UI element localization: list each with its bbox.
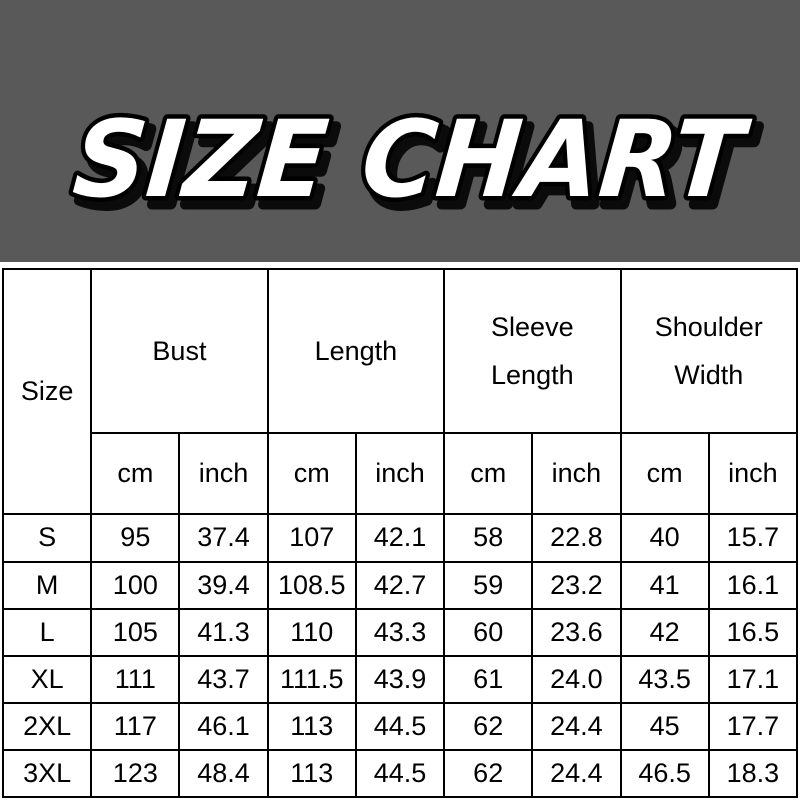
value-cell: 15.7 [707,513,799,563]
value-cell: 113 [266,748,357,799]
value-cell: 58 [443,513,534,563]
size-cell: 3XL [1,748,93,799]
value-cell: 24.4 [531,701,622,751]
size-cell: XL [1,654,93,704]
table-row: 2XL 117 46.1 113 44.5 62 24.4 45 17.7 [1,701,799,751]
sleeve-length-label-line1: Sleeve [491,311,574,342]
value-cell: 24.4 [531,748,622,799]
table-row: M 100 39.4 108.5 42.7 59 23.2 41 16.1 [1,560,799,610]
value-cell: 46.5 [619,748,710,799]
value-cell: 16.5 [707,607,799,657]
value-cell: 39.4 [178,560,269,610]
unit-cell: cm [90,432,181,516]
value-cell: 95 [90,513,181,563]
table-body: S 95 37.4 107 42.1 58 22.8 40 15.7 M 100 39.4 108.5 4… [1,513,799,799]
bust-label: Bust [152,335,207,366]
size-cell: L [1,607,93,657]
value-cell: 42.7 [354,560,446,610]
value-cell: 59 [443,560,534,610]
unit-cell: cm [619,432,710,516]
value-cell: 42 [619,607,710,657]
size-column-header: Size [1,267,93,516]
value-cell: 23.6 [531,607,622,657]
value-cell: 43.9 [354,654,446,704]
value-cell: 123 [90,748,181,799]
group-header-row: Size Bust Length Sleeve Le [1,267,799,516]
value-cell: 24.0 [531,654,622,704]
value-cell: 108.5 [266,560,357,610]
value-cell: 62 [443,748,534,799]
table-row: S 95 37.4 107 42.1 58 22.8 40 15.7 [1,513,799,563]
units-row: cm inch cm inch cm inch cm inch [3,432,799,516]
value-cell: 46.1 [178,701,269,751]
shoulder-width-label-line2: Width [674,359,744,390]
value-cell: 110 [266,607,357,657]
page-title: SIZE CHART [69,98,755,222]
table-row: XL 111 43.7 111.5 43.9 61 24.0 43.5 17.1 [1,654,799,704]
value-cell: 42.1 [354,513,446,563]
value-cell: 41.3 [178,607,269,657]
shoulder-width-column-header: Shoulder Width [619,267,799,435]
unit-cell: inch [531,432,622,516]
value-cell: 40 [619,513,710,563]
value-cell: 44.5 [354,748,446,799]
value-cell: 107 [266,513,357,563]
sleeve-length-column-header: Sleeve Length [443,267,622,435]
value-cell: 111 [90,654,181,704]
value-cell: 41 [619,560,710,610]
value-cell: 113 [266,701,357,751]
value-cell: 100 [90,560,181,610]
value-cell: 43.7 [178,654,269,704]
length-column-header: Length [266,267,446,435]
table-head: Size Bust Length Sleeve Le [1,267,799,516]
value-cell: 23.2 [531,560,622,610]
unit-cell: cm [266,432,357,516]
value-cell: 61 [443,654,534,704]
value-cell: 17.1 [707,654,799,704]
size-chart-table: Size Bust Length Sleeve Le [1,267,799,799]
unit-cell: inch [354,432,446,516]
value-cell: 16.1 [707,560,799,610]
value-cell: 37.4 [178,513,269,563]
unit-cell: cm [443,432,534,516]
size-cell: M [1,560,93,610]
value-cell: 17.7 [707,701,799,751]
value-cell: 48.4 [178,748,269,799]
bust-column-header: Bust [90,267,269,435]
size-chart-section: Size Bust Length Sleeve Le [0,262,800,799]
value-cell: 111.5 [266,654,357,704]
sleeve-length-label-line2: Length [491,359,574,390]
size-cell: 2XL [1,701,93,751]
title-shadow-text: SIZE CHART [75,106,761,230]
title-graphic: SIZE CHART SIZE CHART [64,94,766,236]
unit-cell: inch [707,432,799,516]
value-cell: 22.8 [531,513,622,563]
value-cell: 44.5 [354,701,446,751]
unit-cell: inch [178,432,269,516]
length-label: Length [314,335,398,366]
value-cell: 45 [619,701,710,751]
value-cell: 60 [443,607,534,657]
table-row: 3XL 123 48.4 113 44.5 62 24.4 46.5 18.3 [1,748,799,799]
title-banner: SIZE CHART SIZE CHART [0,0,800,262]
size-cell: S [1,513,93,563]
value-cell: 105 [90,607,181,657]
value-cell: 18.3 [707,748,799,799]
value-cell: 43.5 [619,654,710,704]
value-cell: 43.3 [354,607,446,657]
value-cell: 62 [443,701,534,751]
value-cell: 117 [90,701,181,751]
table-row: L 105 41.3 110 43.3 60 23.6 42 16.5 [1,607,799,657]
shoulder-width-label-line1: Shoulder [654,311,763,342]
